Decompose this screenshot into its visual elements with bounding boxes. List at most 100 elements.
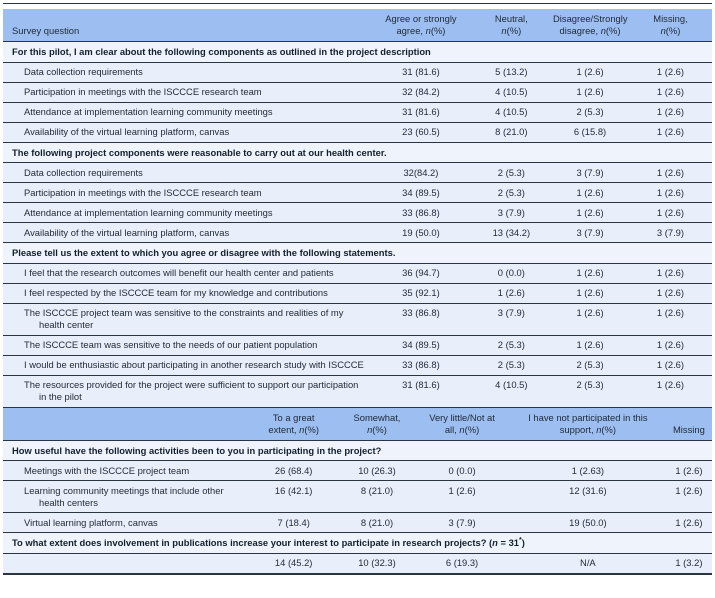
value-cell: 19 (50.0) (402, 226, 440, 238)
value-cell: 23 (60.5) (402, 126, 440, 137)
value-cell: 1 (2.6) (675, 516, 703, 528)
value-cell: 19 (50.0) (569, 516, 607, 528)
question-cell: Learning community meetings that include… (24, 484, 224, 508)
column-header-great-extent: To a great extent, n(%) (268, 411, 319, 435)
column-header-neutral: Neutral, n(%) (494, 13, 528, 36)
value-cell: 1 (2.6) (576, 267, 604, 278)
table-row: Meetings with the ISCCCE project team 26… (3, 461, 712, 481)
table-row: Data collection requirements 31 (81.6) 5… (3, 62, 712, 83)
question-cell: I feel that the research outcomes will b… (24, 267, 334, 278)
value-cell: 6 (15.8) (573, 126, 607, 137)
value-cell: 2 (5.3) (497, 186, 525, 198)
question-cell: Participation in meetings with the ISCCC… (24, 186, 262, 198)
value-cell: 10 (32.3) (358, 557, 396, 568)
table-row: I feel respected by the ISCCCE team for … (3, 283, 712, 304)
value-cell: 1 (2.6) (656, 206, 685, 218)
value-cell: 0 (0.0) (448, 464, 476, 476)
section-header-usefulness: How useful have the following activities… (3, 440, 712, 461)
value-cell: 33 (86.8) (402, 307, 440, 318)
value-cell: 34 (89.5) (402, 339, 440, 350)
question-cell: Data collection requirements (24, 66, 143, 77)
value-cell: 26 (68.4) (274, 464, 313, 476)
value-cell: 1 (2.6) (675, 484, 703, 496)
value-cell: 2 (5.3) (576, 359, 604, 370)
table-row: The ISCCCE project team was sensitive to… (3, 303, 712, 336)
table-row: The resources provided for the project w… (3, 375, 712, 408)
question-cell: Data collection requirements (24, 166, 143, 178)
table-row: I feel that the research outcomes will b… (3, 263, 712, 284)
value-cell: 3 (7.9) (576, 166, 604, 178)
value-cell: 3 (7.9) (448, 516, 476, 528)
value-cell: 1 (2.6) (497, 287, 525, 298)
value-cell: 1 (2.6) (656, 339, 685, 350)
value-cell: N/A (580, 557, 596, 568)
value-cell: 36 (94.7) (402, 267, 440, 278)
value-cell: 1 (2.63) (571, 464, 605, 476)
value-cell: 1 (2.6) (576, 307, 604, 318)
value-cell: 3 (7.9) (576, 226, 604, 238)
value-cell: 1 (2.6) (656, 186, 685, 198)
table-row: Attendance at implementation learning co… (3, 203, 712, 223)
part1-header-row: Survey question Agree or strongly agree,… (3, 9, 712, 42)
question-cell: Attendance at implementation learning co… (24, 106, 273, 117)
value-cell: 6 (19.3) (445, 557, 479, 568)
value-cell: 4 (10.5) (495, 379, 528, 390)
value-cell: 2 (5.3) (497, 166, 525, 178)
table-row: Participation in meetings with the ISCCC… (3, 183, 712, 203)
value-cell: 3 (7.9) (656, 226, 685, 238)
question-cell: Participation in meetings with the ISCCC… (24, 86, 262, 97)
value-cell: 1 (2.6) (656, 379, 685, 390)
value-cell: 33 (86.8) (402, 206, 440, 218)
value-cell: 33 (86.8) (402, 359, 440, 370)
table-bottom-rule (3, 572, 712, 575)
part2-header-row: To a great extent, n(%) Somewhat, n(%) V… (3, 407, 712, 441)
value-cell: 1 (2.6) (656, 86, 685, 97)
value-cell: 8 (21.0) (495, 126, 528, 137)
question-cell: Availability of the virtual learning pla… (24, 226, 230, 238)
section-header-statements: Please tell us the extent to which you a… (3, 243, 712, 264)
value-cell: 34 (89.5) (402, 186, 440, 198)
value-cell: 1 (2.6) (576, 66, 604, 77)
value-cell: 1 (2.6) (448, 484, 476, 496)
value-cell: 5 (13.2) (495, 66, 528, 77)
value-cell: 14 (45.2) (274, 557, 313, 568)
value-cell: 1 (2.6) (576, 287, 604, 298)
table-row: The ISCCCE team was sensitive to the nee… (3, 335, 712, 356)
column-header-missing: Missing, n(%) (653, 13, 688, 36)
value-cell: 1 (2.6) (656, 267, 685, 278)
column-header-somewhat: Somewhat, n(%) (353, 411, 401, 435)
value-cell: 1 (2.6) (656, 359, 685, 370)
table-row: Virtual learning platform, canvas 7 (18.… (3, 513, 712, 533)
section-header-clarity: For this pilot, I am clear about the fol… (3, 42, 712, 63)
value-cell: 7 (18.4) (277, 516, 310, 528)
value-cell: 1 (2.6) (656, 287, 685, 298)
value-cell: 1 (2.6) (656, 307, 685, 318)
column-header-survey-question: Survey question (12, 25, 80, 36)
column-header-disagree: Disagree/Strongly disagree, n(%) (553, 13, 628, 36)
value-cell: 2 (5.3) (497, 359, 525, 370)
value-cell: 1 (2.6) (656, 166, 685, 178)
question-cell: Meetings with the ISCCCE project team (24, 464, 190, 476)
table-row: Data collection requirements 32(84.2) 2 … (3, 163, 712, 183)
table-row: Availability of the virtual learning pla… (3, 122, 712, 143)
column-header-blank (3, 432, 248, 440)
value-cell: 1 (3.2) (675, 557, 703, 568)
value-cell: 1 (2.6) (656, 66, 685, 77)
value-cell: 1 (2.6) (576, 186, 604, 198)
value-cell: 1 (2.6) (576, 339, 604, 350)
value-cell: 8 (21.0) (360, 516, 394, 528)
column-header-agree: Agree or strongly agree, n(%) (385, 13, 457, 36)
value-cell: 16 (42.1) (274, 484, 313, 496)
value-cell: 31 (81.6) (402, 379, 440, 390)
table-row: Participation in meetings with the ISCCC… (3, 82, 712, 103)
column-header-not-participated: I have not participated in this support,… (528, 411, 648, 435)
question-cell: Attendance at implementation learning co… (24, 206, 273, 218)
section-header-reasonable: The following project components were re… (3, 142, 712, 163)
value-cell: 4 (10.5) (495, 106, 528, 117)
question-cell: Virtual learning platform, canvas (24, 516, 158, 528)
value-cell: 0 (0.0) (497, 267, 525, 278)
question-cell: The ISCCCE team was sensitive to the nee… (24, 339, 318, 350)
value-cell: 1 (2.6) (656, 126, 685, 137)
survey-results-table: Survey question Agree or strongly agree,… (3, 3, 712, 575)
value-cell: 2 (5.3) (576, 379, 604, 390)
